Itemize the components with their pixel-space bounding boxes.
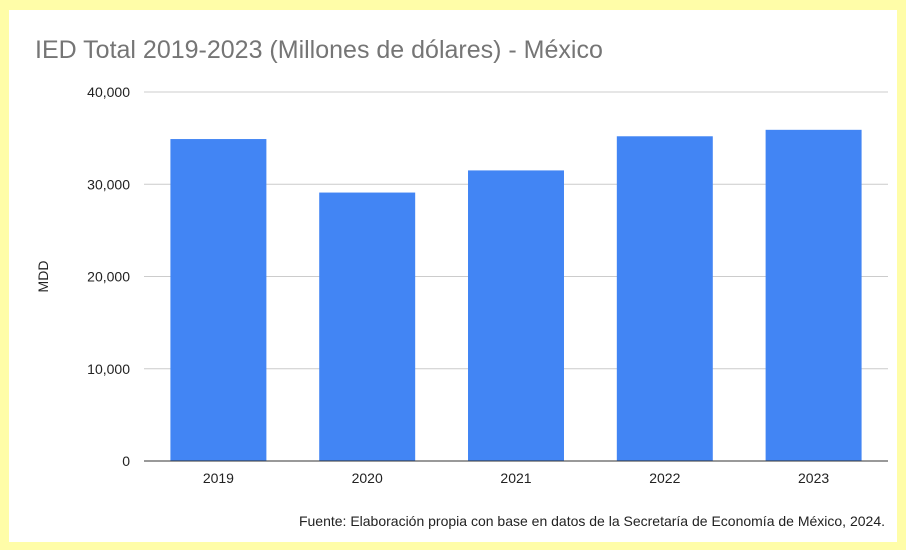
y-tick-label: 30,000 [87, 176, 130, 192]
x-tick-label: 2019 [203, 470, 234, 486]
bar-2023 [765, 129, 862, 461]
x-tick-label: 2020 [352, 470, 383, 486]
y-tick-label: 10,000 [87, 361, 130, 377]
y-axis-label: MDD [35, 261, 51, 293]
source-note: Fuente: Elaboración propia con base en d… [298, 513, 885, 529]
x-tick-label: 2022 [649, 470, 680, 486]
chart-card: IED Total 2019-2023 (Millones de dólares… [9, 10, 897, 542]
x-tick-label: 2023 [798, 470, 829, 486]
y-tick-label: 40,000 [87, 84, 130, 100]
y-tick-label: 20,000 [87, 269, 130, 285]
bar-chart: 0 10,000 20,000 30,000 40,000 2019 2020 2021 202… [35, 84, 888, 486]
bar-2022 [616, 136, 713, 461]
chart-title: IED Total 2019-2023 (Millones de dólares… [35, 36, 603, 64]
y-tick-label: 0 [122, 453, 130, 469]
bar-2021 [468, 170, 564, 461]
bar-2020 [319, 192, 416, 462]
x-tick-label: 2021 [500, 470, 531, 486]
bar-2019 [170, 139, 267, 462]
